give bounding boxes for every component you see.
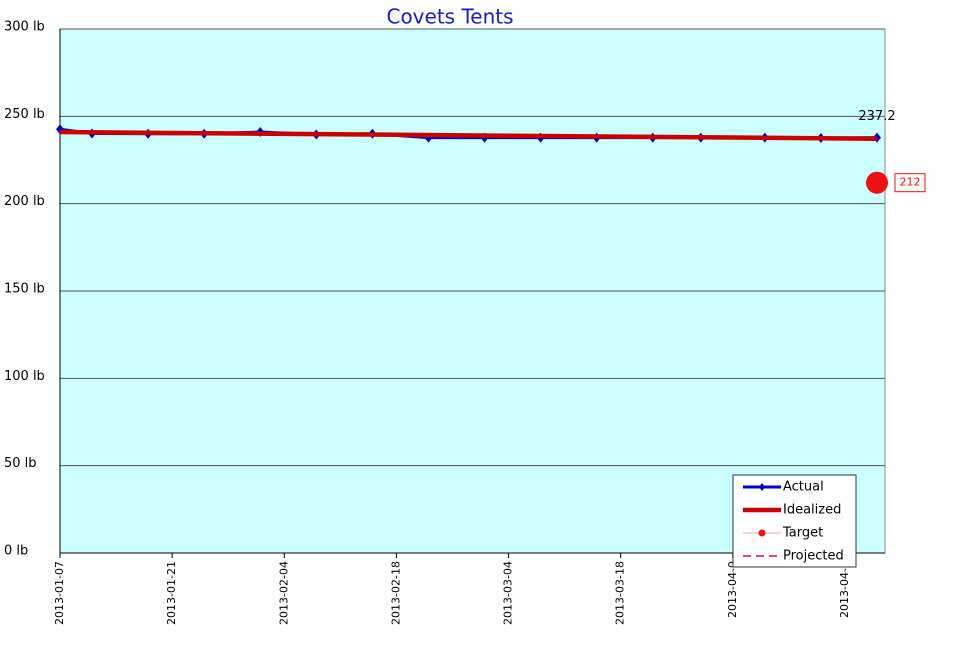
y-tick-label: 200 lb bbox=[4, 194, 45, 209]
data-label: 212 bbox=[899, 176, 920, 189]
y-tick-label: 100 lb bbox=[4, 369, 45, 384]
legend-marker bbox=[758, 529, 766, 537]
x-tick-label: 2013-01-07 bbox=[53, 561, 66, 625]
legend-marker bbox=[759, 483, 765, 491]
x-tick-label: 2013-02-04 bbox=[277, 561, 290, 625]
legend bbox=[732, 474, 857, 568]
y-tick-label: 150 lb bbox=[4, 282, 45, 297]
legend-label: Idealized bbox=[783, 503, 841, 518]
legend-label: Target bbox=[782, 526, 823, 541]
x-tick-label: 2013-04-0 bbox=[726, 561, 739, 618]
y-tick-label: 250 lb bbox=[4, 107, 45, 122]
legend-label: Projected bbox=[783, 549, 844, 564]
series-line bbox=[59, 129, 878, 141]
x-tick-label: 2013-03-04 bbox=[502, 561, 515, 625]
data-label: 237.2 bbox=[858, 109, 895, 124]
label-box bbox=[894, 173, 926, 193]
chart-title: Covets Tents bbox=[386, 5, 513, 29]
x-tick-label: 2013-03-18 bbox=[614, 561, 627, 625]
x-tick-label: 2013-01-21 bbox=[165, 561, 178, 625]
y-tick-label: 300 lb bbox=[4, 20, 45, 35]
legend-label: Actual bbox=[783, 480, 824, 495]
x-tick-label: 2013-04-1 bbox=[838, 561, 851, 618]
y-tick-label: 0 lb bbox=[4, 544, 28, 559]
x-tick-label: 2013-02-18 bbox=[389, 561, 402, 625]
y-tick-label: 50 lb bbox=[4, 456, 37, 471]
target-point bbox=[865, 171, 888, 194]
